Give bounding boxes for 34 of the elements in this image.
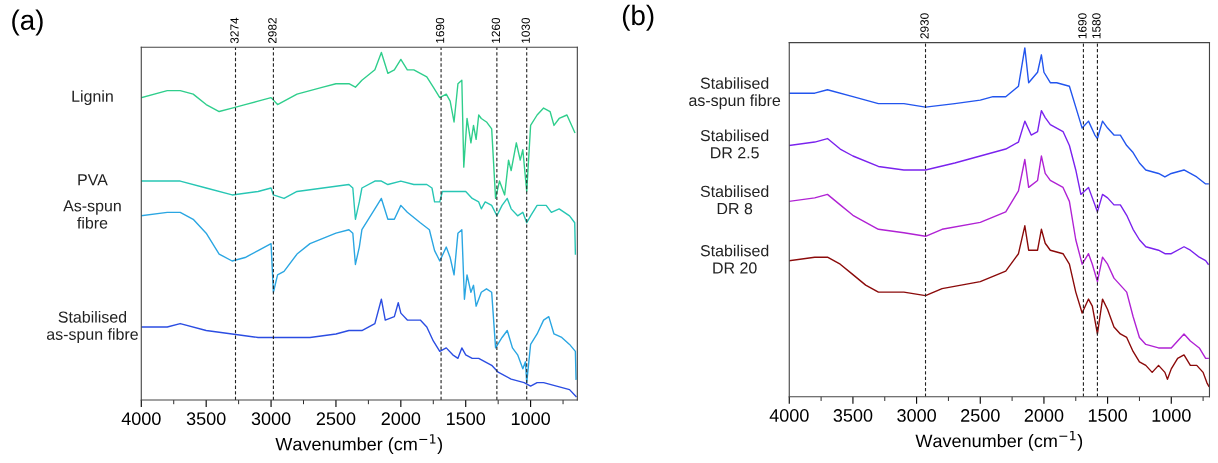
series-label: Stabilised DR 2.5 — [700, 129, 769, 159]
series-label: Stabilised DR 8 — [700, 185, 769, 215]
x-tick-label: 4000 — [121, 412, 161, 426]
x-tick-label: 2000 — [1024, 409, 1064, 422]
x-tick-label: 1000 — [511, 412, 550, 426]
series-label: As-spun fibre — [63, 200, 121, 229]
ref-line-label: 1580 — [1092, 13, 1101, 39]
x-tick-label: 2500 — [316, 412, 356, 426]
x-tick-label: 2000 — [381, 412, 421, 426]
x-tick-label: 3000 — [251, 412, 291, 426]
ref-line-label: 1690 — [1078, 13, 1087, 39]
chart-title: (a) — [12, 9, 43, 36]
x-tick-label: 1500 — [1088, 409, 1127, 422]
ref-line-label: 1030 — [521, 17, 530, 43]
ref-line-label: 1690 — [435, 17, 445, 43]
ref-line-label: 2930 — [920, 13, 929, 39]
x-tick-label: 2500 — [961, 409, 1000, 422]
ref-line-label: 1260 — [491, 17, 501, 43]
x-tick-label: 1000 — [1152, 409, 1191, 422]
x-tick-label: 4000 — [769, 409, 809, 422]
ref-line-label: 3274 — [230, 17, 239, 44]
text: PVA — [78, 174, 108, 186]
series-label: Stabilised DR 20 — [700, 244, 769, 274]
chart-title: (b) — [622, 4, 654, 31]
series-label: Stabilised as-spun fibre — [689, 77, 781, 110]
x-axis-title: Wavenumber (cm$^{−1}$) — [915, 430, 1083, 451]
series-label: Stabilised as-spun fibre — [46, 310, 138, 344]
ref-line-label: 2982 — [268, 18, 277, 44]
series-label: Lignin — [72, 90, 113, 106]
x-tick-label: 3500 — [833, 409, 873, 422]
x-tick-label: 1500 — [447, 412, 486, 426]
x-tick-label: 3500 — [186, 412, 226, 426]
x-axis-title: Wavenumber (cm$^{−1}$) — [275, 434, 443, 455]
x-tick-label: 3000 — [897, 409, 936, 422]
